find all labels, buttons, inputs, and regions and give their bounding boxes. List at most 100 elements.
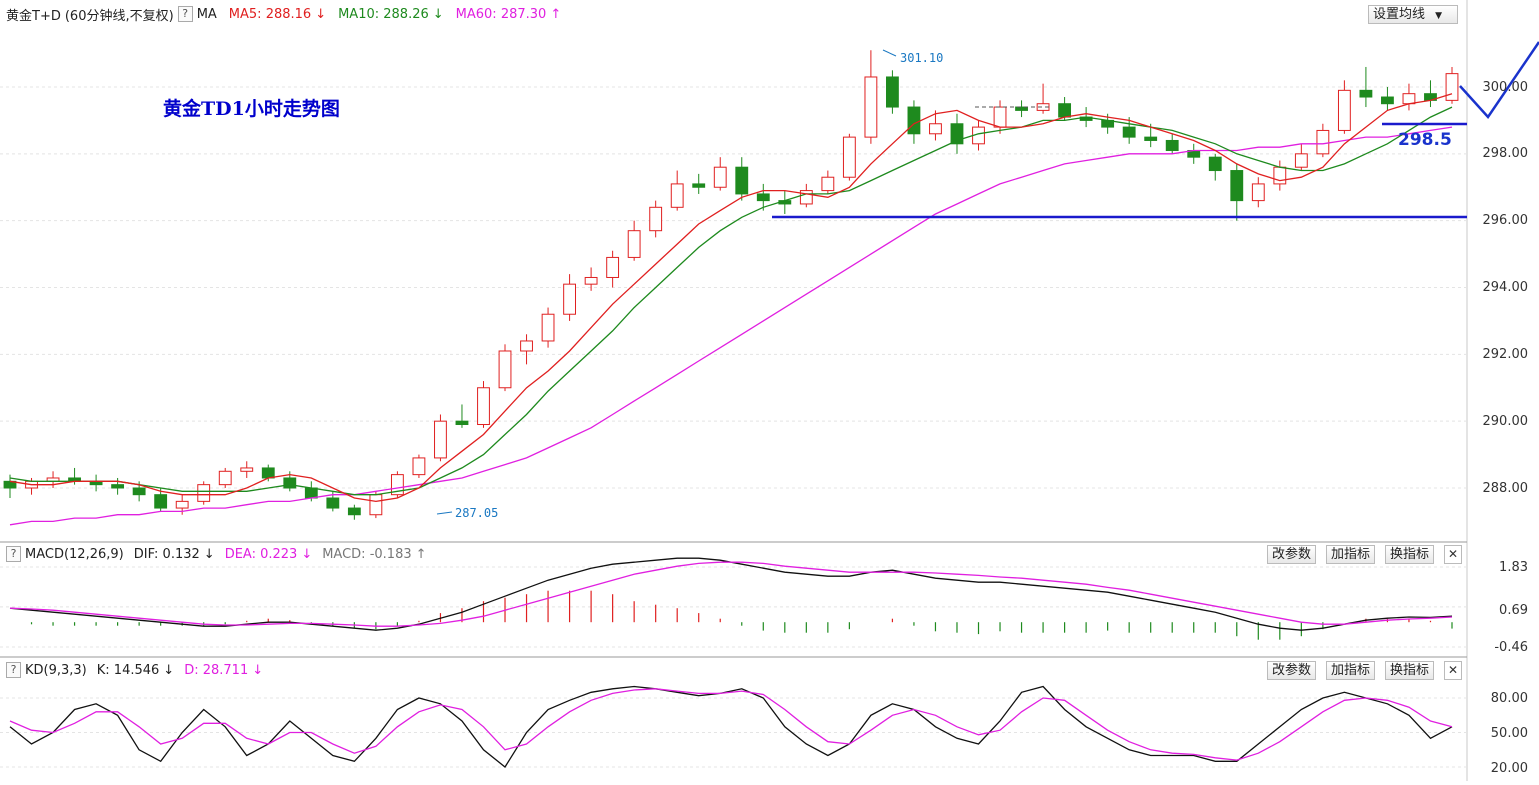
- dif-label: DIF: 0.132: [133, 546, 200, 562]
- kd-title: KD(9,3,3): [25, 662, 87, 678]
- candle-down: [304, 487, 318, 499]
- macd-y-tick-high: 1.83: [1499, 560, 1528, 575]
- y-tick-298: 298.00: [1482, 146, 1529, 161]
- macd-y-tick-mid: 0.69: [1499, 603, 1528, 618]
- candle-up: [563, 283, 577, 315]
- candle-up: [1402, 93, 1416, 105]
- candle-down: [756, 193, 770, 202]
- candle-down: [735, 166, 749, 195]
- high-marker-line: [882, 49, 897, 57]
- candle-down: [154, 494, 168, 509]
- candle-up: [520, 340, 533, 352]
- candle-up: [993, 106, 1007, 128]
- candle-down: [1015, 106, 1028, 111]
- symbol-label: 黄金T+D: [6, 8, 61, 24]
- candle-down: [283, 477, 297, 489]
- candle-up: [369, 494, 383, 516]
- candle-down: [1165, 139, 1179, 151]
- candle-up: [1273, 166, 1287, 185]
- candle-down: [1230, 170, 1244, 202]
- high-label: 301.10: [900, 51, 943, 65]
- candle-down: [1058, 103, 1072, 118]
- candle-up: [864, 76, 878, 138]
- low-marker-line: [436, 511, 453, 515]
- y-tick-290: 290.00: [1482, 414, 1529, 429]
- macd-add-indicator-button[interactable]: 加指标: [1326, 545, 1376, 564]
- candle-up: [606, 256, 620, 278]
- macd-header: ? MACD(12,26,9) DIF: 0.132 ↓ DEA: 0.223 …: [6, 544, 431, 564]
- candle-down: [1208, 156, 1222, 172]
- candle-up: [842, 136, 856, 178]
- ma10-line: [9, 106, 1453, 496]
- macd-title: MACD(12,26,9): [25, 546, 124, 562]
- candle-down: [132, 487, 146, 496]
- ma5-arrow: ↓: [315, 6, 327, 22]
- candle-down: [1144, 136, 1158, 141]
- sub-grid: [0, 566, 1467, 768]
- period-label: (60分钟线,不复权): [64, 8, 174, 24]
- candle-up: [1294, 153, 1308, 168]
- k-arrow: ↓: [163, 662, 175, 678]
- candle-up: [175, 500, 189, 509]
- y-tick-294: 294.00: [1482, 280, 1529, 295]
- candle-up: [412, 457, 426, 476]
- macd-change-params-button[interactable]: 改参数: [1267, 545, 1317, 564]
- main-header: 黄金T+D (60分钟线,不复权) ? MA MA5: 288.16 ↓ MA1…: [6, 4, 565, 24]
- macd-y-tick-low: -0.46: [1494, 640, 1528, 655]
- candle-down: [261, 467, 275, 479]
- ma60-line: [9, 126, 1453, 526]
- macd-close-icon[interactable]: ✕: [1444, 545, 1462, 564]
- candle-down: [907, 106, 921, 135]
- y-tick-288: 288.00: [1482, 481, 1529, 496]
- candle-up: [541, 313, 555, 342]
- main-grid: [0, 86, 1467, 489]
- kd-add-indicator-button[interactable]: 加指标: [1326, 661, 1376, 680]
- candle-up: [670, 183, 684, 208]
- indicator-label: MA: [196, 6, 217, 22]
- kd-header: ? KD(9,3,3) K: 14.546 ↓ D: 28.711 ↓: [6, 660, 267, 680]
- help-button[interactable]: ?: [177, 6, 193, 22]
- kd-y-tick-50: 50.00: [1490, 726, 1528, 741]
- kd-switch-indicator-button[interactable]: 换指标: [1385, 661, 1435, 680]
- candle-up: [1445, 73, 1459, 101]
- k-label: K: 14.546: [96, 662, 160, 678]
- dif-arrow: ↓: [203, 546, 215, 562]
- chevron-down-icon: ▼: [1435, 11, 1443, 21]
- d-line: [9, 688, 1453, 761]
- candle-down: [111, 484, 125, 489]
- ma60-arrow: ↑: [550, 6, 562, 22]
- moving-averages: [9, 93, 1453, 526]
- candle-up: [1337, 89, 1351, 131]
- candle-up: [649, 206, 663, 232]
- set-ma-button[interactable]: 设置均线 ▼: [1368, 5, 1458, 24]
- k-line: [9, 685, 1453, 768]
- macd-switch-indicator-button[interactable]: 换指标: [1385, 545, 1435, 564]
- candle-up: [929, 123, 942, 135]
- kd-change-params-button[interactable]: 改参数: [1267, 661, 1317, 680]
- ma10-label: MA10: 288.26: [338, 6, 429, 22]
- candle-down: [1381, 96, 1394, 105]
- candle-down: [347, 507, 361, 516]
- candle-down: [950, 123, 964, 145]
- candle-up: [799, 190, 813, 205]
- kd-close-icon[interactable]: ✕: [1444, 661, 1462, 680]
- dea-arrow: ↓: [301, 546, 313, 562]
- kd-y-tick-20: 20.00: [1490, 761, 1528, 776]
- macd-label: MACD: -0.183: [322, 546, 412, 562]
- kd-help-button[interactable]: ?: [6, 662, 21, 678]
- macd-arrow: ↑: [415, 546, 427, 562]
- projection-arrow-line: [1459, 41, 1539, 120]
- y-tick-300: 300.00: [1482, 80, 1529, 95]
- macd-help-button[interactable]: ?: [6, 546, 21, 562]
- set-ma-label: 设置均线: [1373, 7, 1426, 22]
- candle-up: [498, 350, 512, 389]
- candle-down: [885, 76, 899, 108]
- ma5-label: MA5: 288.16: [228, 6, 312, 22]
- candle-up: [1316, 129, 1330, 155]
- ma10-arrow: ↓: [432, 6, 444, 22]
- candle-down: [326, 497, 340, 509]
- candle-up: [197, 484, 211, 502]
- ma5-line: [9, 93, 1453, 503]
